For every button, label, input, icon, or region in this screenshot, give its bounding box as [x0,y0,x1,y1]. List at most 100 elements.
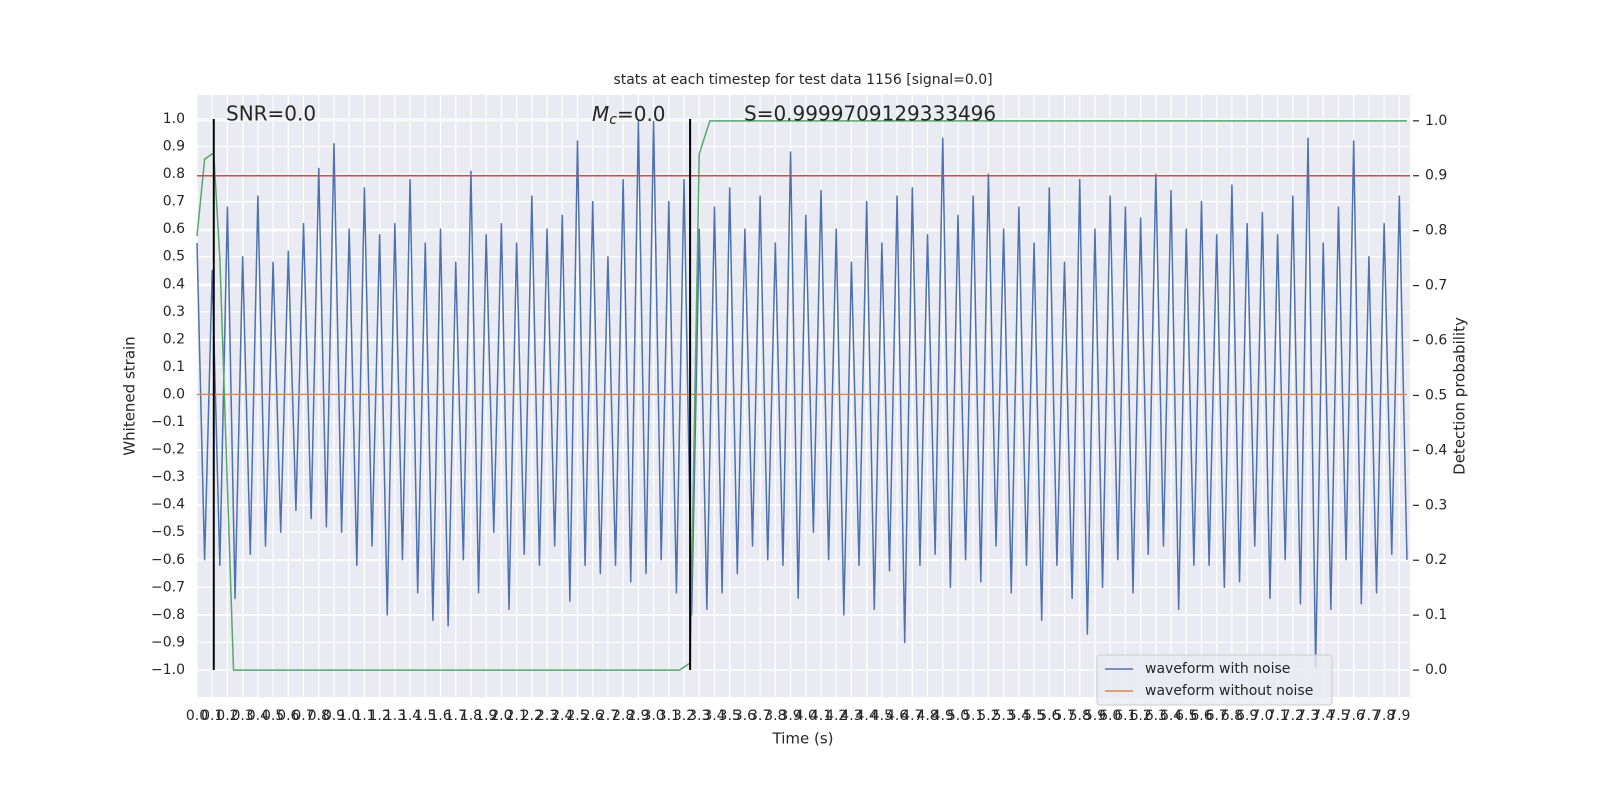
annotation-part: M [592,102,609,126]
x-tick-label: 6.9 [1236,708,1258,724]
annotation: SNR=0.0 [226,102,316,126]
x-tick-label: 4.9 [932,708,954,724]
x-tick-label: 2.5 [566,708,588,724]
y2-tick-label: 0.8 [1425,223,1447,239]
x-tick-label: 1.9 [475,708,497,724]
annotation-part: =0.0 [617,102,666,126]
y2-tick-label: 0.6 [1425,333,1447,349]
x-tick-label: 2.6 [582,708,604,724]
x-tick-label: 4.0 [795,708,817,724]
x-tick-label: 7.9 [1388,708,1410,724]
x-tick-label: 7.6 [1343,708,1365,724]
x-tick-label: 1.6 [429,708,451,724]
x-tick-label: 3.0 [642,708,664,724]
y-tick-label: −0.1 [151,414,185,430]
x-tick-label: 3.7 [749,708,771,724]
x-tick-label: 0.8 [308,708,330,724]
y2-tick-label: 0.5 [1425,387,1447,403]
y-tick-label: −0.3 [151,469,185,485]
x-tick-label: 0.1 [201,708,223,724]
x-tick-label: 7.2 [1282,708,1304,724]
legend-box [1096,654,1333,706]
y-tick-label: −0.2 [151,442,185,458]
y2-tick-label: 0.4 [1425,442,1447,458]
y-tick-label: 1.0 [163,111,185,127]
x-tick-label: 6.3 [1145,708,1167,724]
x-tick-label: 0.0 [186,708,208,724]
y2-axis-label: Detection probability [1451,317,1469,475]
x-tick-label: 3.2 [673,708,695,724]
x-tick-label: 6.5 [1175,708,1197,724]
x-tick-label: 2.0 [490,708,512,724]
y-tick-label: 0.2 [163,331,185,347]
x-tick-label: 4.4 [856,708,878,724]
x-tick-label: 3.3 [688,708,710,724]
x-tick-label: 7.8 [1373,708,1395,724]
x-tick-label: 1.7 [445,708,467,724]
y-axis-label: Whitened strain [121,336,139,455]
y-tick-label: −0.7 [151,579,185,595]
x-tick-label: 5.6 [1038,708,1060,724]
x-tick-label: 5.7 [1053,708,1075,724]
annotation-part: c [609,112,617,128]
x-tick-label: 6.6 [1190,708,1212,724]
x-tick-label: 5.4 [1008,708,1030,724]
x-tick-label: 7.7 [1358,708,1380,724]
x-tick-label: 4.3 [840,708,862,724]
x-tick-label: 7.0 [1251,708,1273,724]
y2-tick-label: 0.7 [1425,278,1447,294]
x-tick-label: 1.3 [384,708,406,724]
x-tick-label: 2.3 [536,708,558,724]
x-tick-label: 7.1 [1266,708,1288,724]
x-tick-label: 6.4 [1160,708,1182,724]
chart-title: stats at each timestep for test data 115… [613,72,992,88]
x-tick-label: 3.1 [658,708,680,724]
y2-tick-label: 0.9 [1425,168,1447,184]
y2-tick-label: 0.3 [1425,497,1447,513]
x-tick-label: 4.2 [825,708,847,724]
y-tick-label: 0.3 [163,304,185,320]
x-tick-label: 5.9 [1084,708,1106,724]
x-tick-label: 3.8 [764,708,786,724]
x-tick-label: 0.2 [216,708,238,724]
y-tick-label: −1.0 [151,662,185,678]
y-tick-label: 0.5 [163,249,185,265]
x-tick-label: 1.5 [414,708,436,724]
x-tick-label: 6.0 [1099,708,1121,724]
x-tick-label: 6.1 [1114,708,1136,724]
x-tick-label: 3.9 [779,708,801,724]
x-tick-label: 0.3 [232,708,254,724]
x-tick-label: 0.6 [277,708,299,724]
x-tick-label: 2.1 [505,708,527,724]
y-tick-label: −0.8 [151,607,185,623]
y2-tick-label: 0.1 [1425,607,1447,623]
x-tick-label: 2.4 [551,708,573,724]
legend-label: waveform with noise [1145,661,1290,677]
x-tick-label: 7.5 [1327,708,1349,724]
x-tick-label: 7.3 [1297,708,1319,724]
x-tick-label: 6.8 [1221,708,1243,724]
y2-tick-label: 0.2 [1425,552,1447,568]
x-tick-label: 4.6 [886,708,908,724]
y-tick-label: −0.5 [151,524,185,540]
y2-tick-label: 0.0 [1425,662,1447,678]
y-tick-label: −0.4 [151,497,185,513]
x-tick-label: 5.8 [1069,708,1091,724]
x-tick-label: 3.4 [703,708,725,724]
x-tick-label: 4.8 [916,708,938,724]
x-tick-label: 0.9 [323,708,345,724]
x-tick-label: 0.4 [247,708,269,724]
x-tick-label: 2.2 [521,708,543,724]
annotation: Mc=0.0 [592,102,666,129]
y-tick-label: 0.6 [163,221,185,237]
x-tick-label: 4.1 [810,708,832,724]
x-tick-label: 5.2 [977,708,999,724]
x-tick-label: 5.3 [993,708,1015,724]
x-tick-label: 1.4 [399,708,421,724]
x-tick-label: 5.1 [962,708,984,724]
y-tick-label: 0.4 [163,276,185,292]
y-tick-label: 0.8 [163,166,185,182]
x-axis-label: Time (s) [772,730,834,748]
x-tick-label: 4.5 [871,708,893,724]
